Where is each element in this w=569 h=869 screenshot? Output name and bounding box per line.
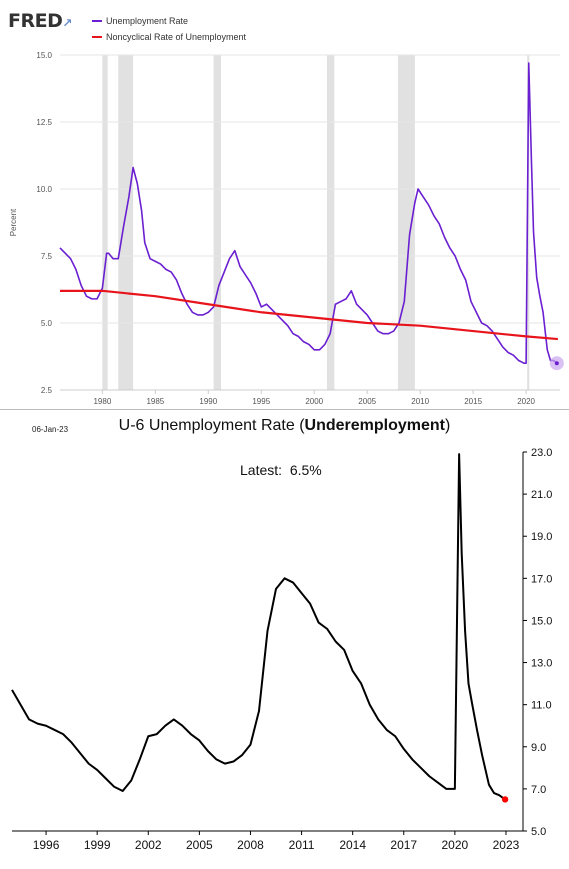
y-tick-label: 17.0 xyxy=(531,573,552,585)
x-tick-label: 2000 xyxy=(305,397,323,406)
x-tick-label: 2005 xyxy=(358,397,376,406)
date-stamp: 06-Jan-23 xyxy=(32,425,69,434)
u6-chart-panel: 06-Jan-23 U-6 Unemployment Rate (Underem… xyxy=(0,409,569,869)
y-tick-label: 15.0 xyxy=(36,51,52,60)
y-tick-label: 13.0 xyxy=(531,658,552,670)
trend-line-icon: ↗ xyxy=(62,16,72,30)
unemployment-rate-line xyxy=(59,62,558,365)
recession-band xyxy=(397,55,415,390)
y-tick-label: 9.0 xyxy=(531,742,546,754)
y-tick-label: 5.0 xyxy=(531,826,546,838)
recession-band xyxy=(102,55,108,390)
legend-item-unemployment[interactable]: Unemployment Rate xyxy=(92,16,188,26)
title-plain: U-6 Unemployment Rate ( xyxy=(118,417,305,434)
x-tick-label: 2005 xyxy=(186,838,213,852)
recession-band xyxy=(118,55,134,390)
x-tick-label: 2020 xyxy=(442,838,469,852)
legend-item-noncyclical[interactable]: Noncyclical Rate of Unemployment xyxy=(92,32,246,42)
legend-swatch-red xyxy=(92,36,102,38)
fred-logo-text: FRED xyxy=(8,10,63,32)
noncyclical-rate-line xyxy=(60,289,558,341)
y-tick-label: 7.0 xyxy=(531,784,546,796)
x-tick-label: 2015 xyxy=(464,397,482,406)
chart-title: U-6 Unemployment Rate (Underemployment) xyxy=(0,417,569,435)
x-tick-label: 2008 xyxy=(237,838,264,852)
y-axis-label: Percent xyxy=(9,208,18,236)
x-tick-label: 2011 xyxy=(289,838,315,852)
recession-band xyxy=(527,55,530,390)
y-tick-label: 10.0 xyxy=(36,185,52,194)
u6-rate-line xyxy=(11,453,506,801)
fred-chart-panel: FRED↗ Unemployment Rate Noncyclical Rate… xyxy=(0,0,569,409)
latest-value: 6.5% xyxy=(289,462,322,478)
x-tick-label: 1996 xyxy=(33,838,60,852)
x-tick-label: 1985 xyxy=(146,397,164,406)
x-tick-label: 1995 xyxy=(252,397,270,406)
fred-logo: FRED↗ xyxy=(8,10,72,32)
recession-band xyxy=(213,55,222,390)
recession-band xyxy=(326,55,335,390)
x-tick-label: 2017 xyxy=(390,838,417,852)
latest-annotation: Latest: 6.5% xyxy=(240,462,322,478)
legend-swatch-purple xyxy=(92,20,102,22)
y-tick-label: 15.0 xyxy=(531,615,552,627)
y-tick-label: 7.5 xyxy=(41,252,53,261)
latest-point-marker xyxy=(501,796,509,803)
title-end: ) xyxy=(444,417,451,434)
x-tick-label: 1990 xyxy=(199,397,217,406)
y-tick-label: 19.0 xyxy=(531,531,552,543)
legend-label: Noncyclical Rate of Unemployment xyxy=(106,32,247,42)
title-bold: Underemployment xyxy=(304,417,445,434)
y-tick-label: 21.0 xyxy=(531,489,552,501)
y-tick-label: 11.0 xyxy=(531,700,552,712)
y-tick-label: 5.0 xyxy=(41,319,53,328)
y-tick-label: 12.5 xyxy=(36,118,52,127)
latest-label: Latest: xyxy=(240,462,283,478)
y-tick-label: 23.0 xyxy=(531,447,552,459)
x-tick-label: 1980 xyxy=(93,397,111,406)
x-tick-label: 2014 xyxy=(339,838,366,852)
x-tick-label: 2020 xyxy=(517,397,535,406)
x-tick-label: 2002 xyxy=(135,838,162,852)
x-tick-label: 1999 xyxy=(84,838,111,852)
legend-label: Unemployment Rate xyxy=(106,16,189,26)
x-tick-label: 2010 xyxy=(411,397,429,406)
unemployment-chart: 2.5 5.0 7.5 10.0 12.5 15.0 Percent 1980 1985 1990… xyxy=(9,51,564,406)
u6-chart: 5.0 7.0 9.0 11.0 13.0 15.0 17.0 19.0 21.0 23.0 199… xyxy=(11,447,552,852)
y-tick-label: 2.5 xyxy=(41,386,53,395)
x-tick-label: 2023 xyxy=(493,838,520,852)
endpoint-dot xyxy=(554,361,559,366)
